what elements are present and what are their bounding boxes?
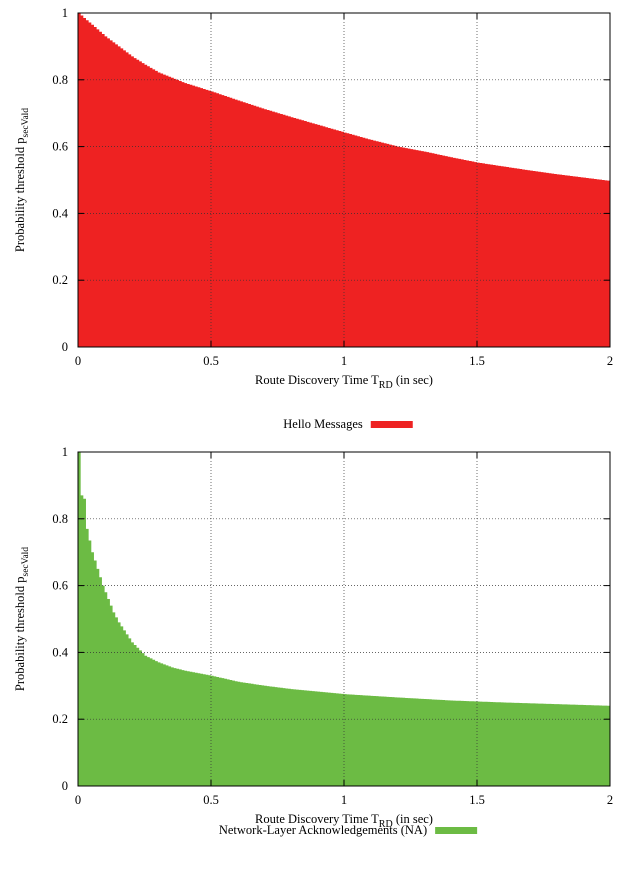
x-axis-label-subscript: RD: [379, 819, 393, 830]
y-axis-label-main: Probability threshold p: [13, 576, 27, 691]
y-axis-label-subscript: secVald: [21, 108, 31, 138]
y-tick-label: 1: [62, 445, 68, 459]
x-axis-label-suffix: (in sec): [393, 812, 433, 826]
x-tick-label: 0.5: [203, 354, 219, 368]
y-axis-label: Probability threshold psecVald: [13, 108, 31, 252]
x-tick-label: 0.5: [203, 793, 219, 807]
x-tick-label: 1.5: [469, 354, 485, 368]
legend-label: Hello Messages: [283, 417, 363, 431]
x-tick-label: 0: [75, 354, 81, 368]
x-tick-label: 1: [341, 354, 347, 368]
series-area: [78, 452, 610, 786]
x-axis-label: Route Discovery Time TRD (in sec): [255, 812, 433, 830]
y-tick-label: 0: [62, 340, 68, 354]
y-axis-label: Probability threshold psecVald: [13, 547, 31, 691]
y-tick-label: 0.4: [52, 206, 68, 220]
y-tick-label: 0: [62, 779, 68, 793]
x-axis-label: Route Discovery Time TRD (in sec): [255, 373, 433, 391]
x-tick-label: 1: [341, 793, 347, 807]
legend: Hello Messages: [283, 417, 413, 431]
x-tick-label: 2: [607, 793, 613, 807]
y-tick-label: 0.8: [52, 73, 68, 87]
x-tick-label: 1.5: [469, 793, 485, 807]
y-tick-label: 0.2: [52, 273, 68, 287]
legend-swatch: [370, 421, 413, 428]
x-axis-label-suffix: (in sec): [393, 373, 433, 387]
y-tick-label: 0.6: [52, 579, 68, 593]
legend: Network-Layer Acknowledgements (NA): [219, 823, 478, 837]
chart-network-layer-acknowledgements: 0 0.5 1 1.5 2 0 0.2 0.4 0.6 0.8 1 Route Discovery T…: [13, 445, 613, 837]
legend-label: Network-Layer Acknowledgements (NA): [219, 823, 427, 837]
y-axis-label-main: Probability threshold p: [13, 137, 27, 252]
y-tick-label: 1: [62, 6, 68, 20]
x-axis-label-subscript: RD: [379, 380, 393, 391]
y-axis-label-subscript: secVald: [21, 547, 31, 577]
y-tick-label: 0.6: [52, 140, 68, 154]
y-tick-label: 0.2: [52, 712, 68, 726]
y-tick-label: 0.4: [52, 645, 68, 659]
x-axis-label-main: Route Discovery Time T: [255, 812, 379, 826]
series-area: [78, 13, 610, 347]
y-tick-label: 0.8: [52, 512, 68, 526]
x-axis-label-main: Route Discovery Time T: [255, 373, 379, 387]
chart-hello-messages: 0 0.5 1 1.5 2 0 0.2 0.4 0.6 0.8 1 Route Discovery T…: [13, 6, 613, 431]
x-tick-label: 2: [607, 354, 613, 368]
legend-swatch: [435, 827, 478, 834]
x-tick-label: 0: [75, 793, 81, 807]
